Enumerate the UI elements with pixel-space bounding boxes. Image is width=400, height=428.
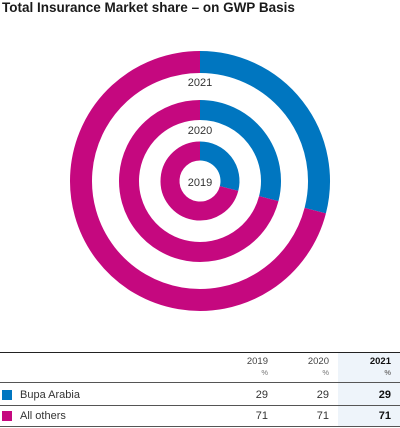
ring-2020-bupa-arabia-segment <box>199 100 281 202</box>
ring-2021-all-others-segment <box>70 51 326 311</box>
row-label: All others <box>20 410 66 422</box>
column-header-2020: 2020 % <box>279 356 329 378</box>
market-share-table: 2019 % 2020 % 2021 % Bupa Arabia 29 29 2… <box>0 352 400 427</box>
column-year: 2020 <box>307 356 329 367</box>
value-2021: 71 <box>378 410 391 422</box>
others-legend-swatch <box>2 411 12 421</box>
column-header-2021: 2021 % <box>341 356 391 378</box>
value-2019: 71 <box>255 410 268 422</box>
column-unit: % <box>384 368 391 377</box>
ring-2019-all-others-segment <box>160 141 239 221</box>
value-2019: 29 <box>255 389 268 401</box>
column-year: 2021 <box>369 356 391 367</box>
ring-2021-bupa-arabia-segment <box>199 51 330 214</box>
column-unit: % <box>322 368 329 377</box>
table-row-all-others: All others 71 71 71 <box>0 407 400 428</box>
ring-label-2020: 2020 <box>188 125 212 137</box>
table-top-rule <box>0 352 400 353</box>
value-2021: 29 <box>378 389 391 401</box>
row-label: Bupa Arabia <box>20 389 80 401</box>
chart-title: Total Insurance Market share – on GWP Ba… <box>2 0 295 15</box>
ring-label-2021: 2021 <box>188 77 212 89</box>
table-divider <box>0 405 400 406</box>
column-year: 2019 <box>246 356 268 367</box>
table-divider <box>0 382 400 383</box>
column-header-2019: 2019 % <box>218 356 268 378</box>
column-unit: % <box>261 368 268 377</box>
value-2020: 29 <box>316 389 329 401</box>
nested-donut-chart: 2021 2020 2019 <box>70 51 330 311</box>
value-2020: 71 <box>316 410 329 422</box>
ring-label-2019: 2019 <box>188 177 212 189</box>
ring-2020-all-others-segment <box>119 100 279 262</box>
table-row-bupa-arabia: Bupa Arabia 29 29 29 <box>0 386 400 407</box>
bupa-legend-swatch <box>2 390 12 400</box>
ring-2019-bupa-arabia-segment <box>199 141 240 191</box>
highlight-column-2021 <box>338 353 400 427</box>
